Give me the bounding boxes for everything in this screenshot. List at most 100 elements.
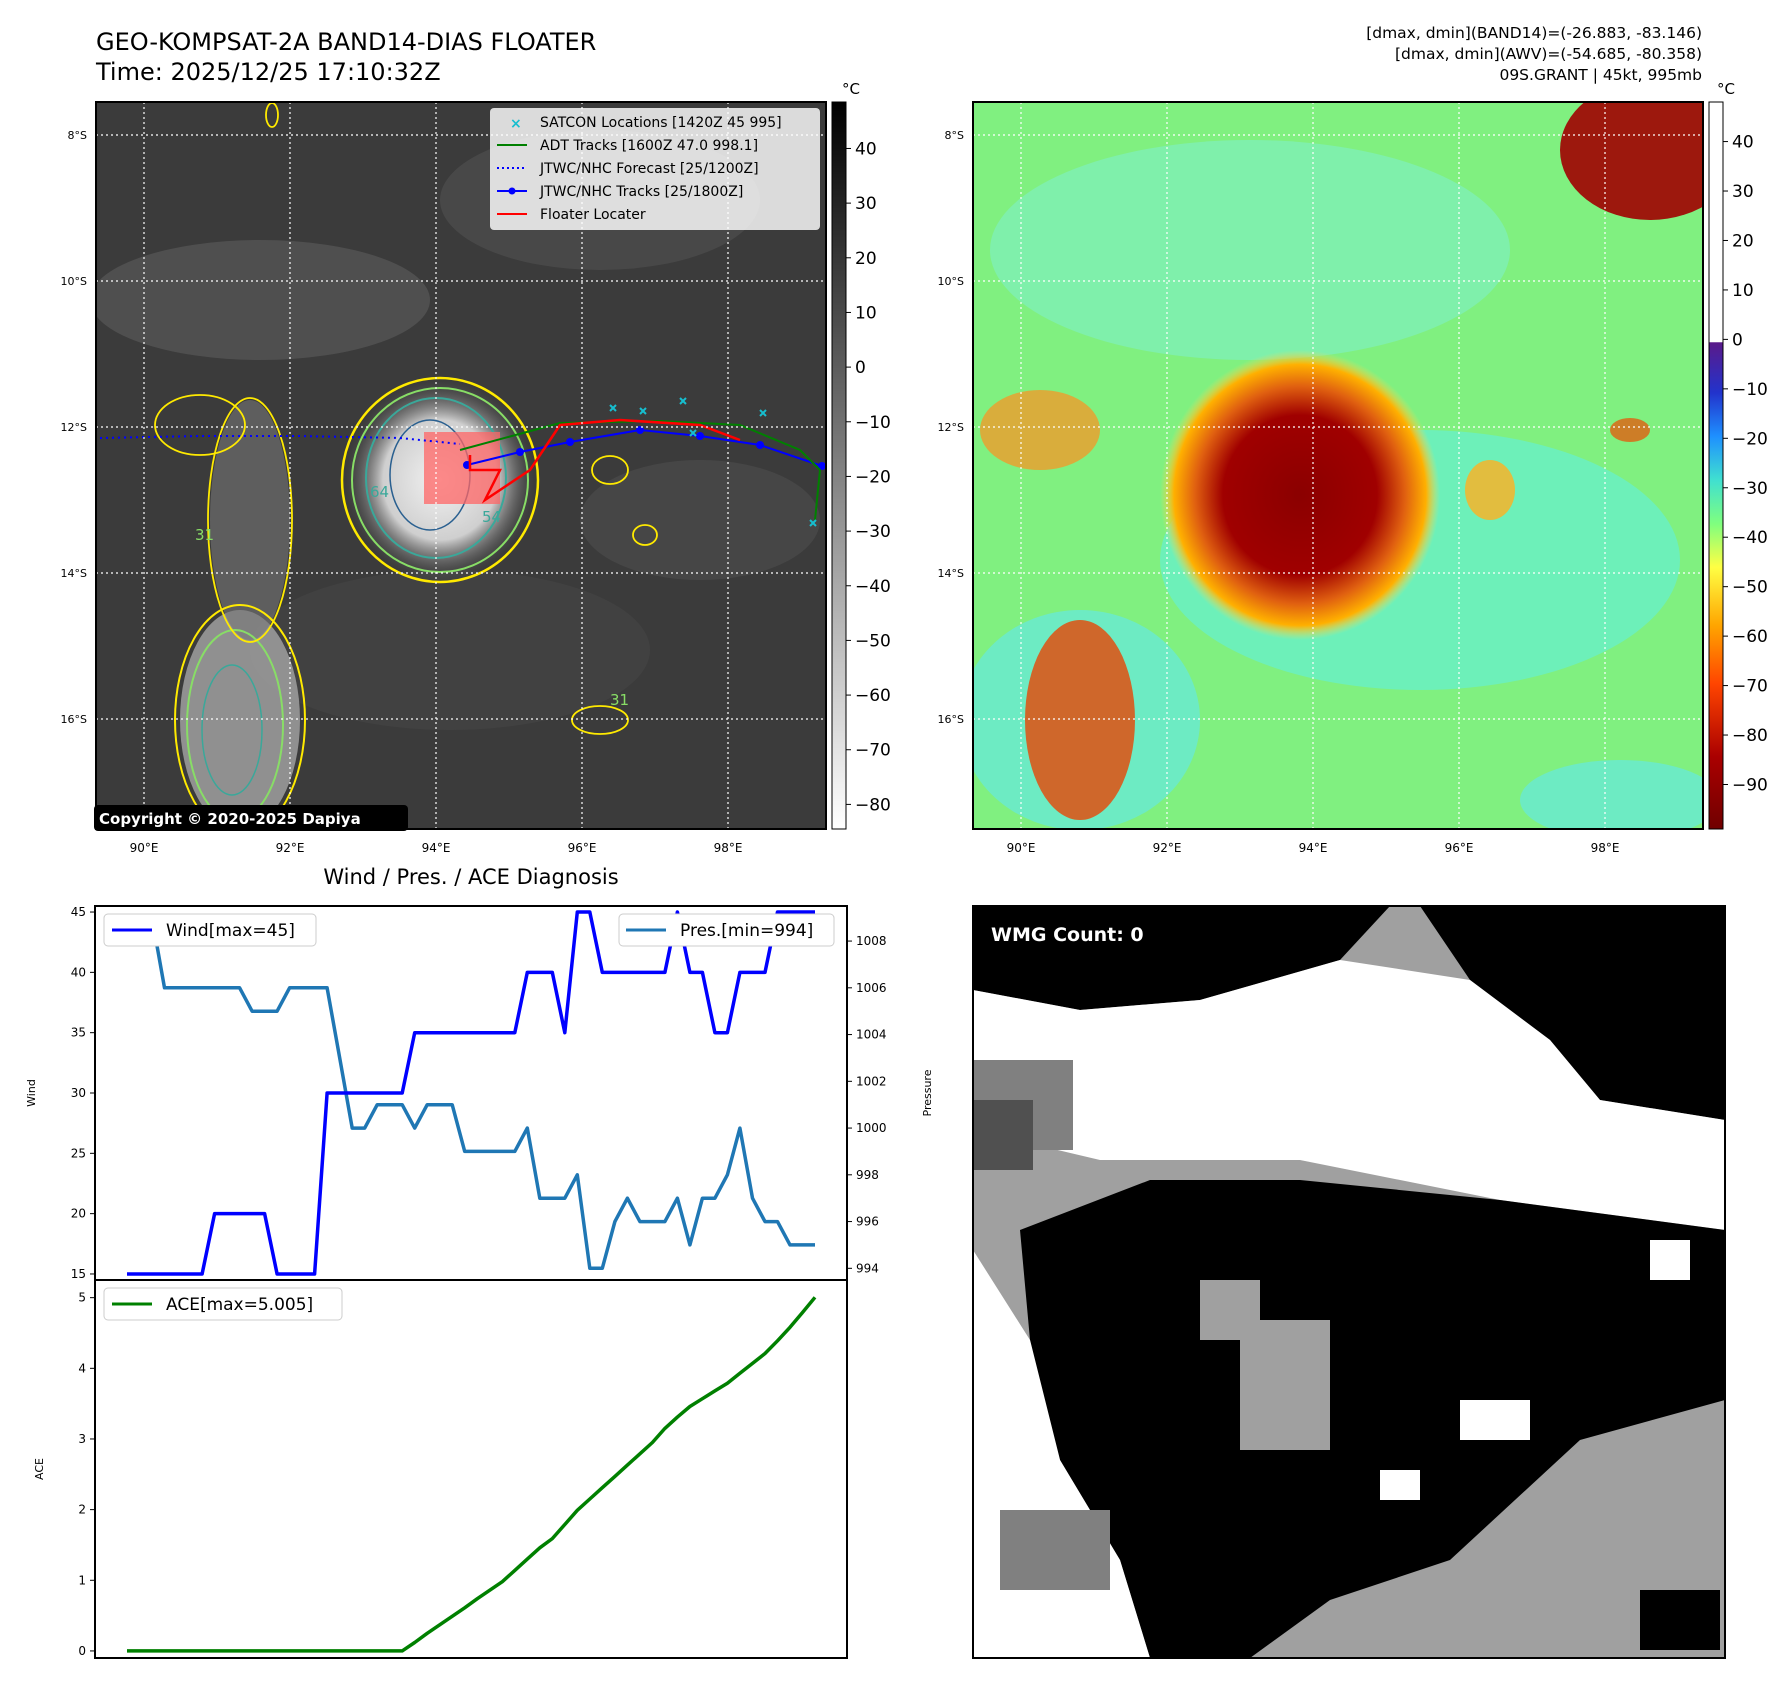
awv-gridlines <box>973 102 1703 829</box>
gray-colorbar-tick-label: 10 <box>855 303 877 323</box>
pressure-axis-tick-label: 1006 <box>856 981 887 995</box>
legend-satcon: SATCON Locations [1420Z 45 995] <box>540 115 782 131</box>
svg-text:16°S: 16°S <box>938 713 964 726</box>
ace-axis-tick-label: 2 <box>78 1503 86 1517</box>
floater-track <box>468 418 741 504</box>
gray-colorbar-tick-label: −20 <box>855 467 891 487</box>
copyright-box <box>94 805 408 831</box>
wind-axis-tick-label: 45 <box>71 905 86 919</box>
pressure-axis-tick-label: 994 <box>856 1261 879 1275</box>
svg-text:92°E: 92°E <box>276 841 305 855</box>
gray-colorbar-tick-label: −60 <box>855 686 891 706</box>
wind-legend: Wind[max=45] <box>103 913 317 947</box>
gray-colorbar-tick-label: −50 <box>855 631 891 651</box>
color-colorbar: °C 40 30 20 10 0 −10 −20 −30 −40 −50 −60 −70 −80 −90 <box>1708 80 1768 830</box>
ir-map-panel: 64 54 31 31 × SATCON Locations [1420Z 45… <box>61 101 827 855</box>
wind-axes-frame <box>94 905 848 1281</box>
svg-text:96°E: 96°E <box>1445 841 1474 855</box>
svg-text:14°S: 14°S <box>61 567 87 580</box>
contour-label-31b: 31 <box>610 691 629 709</box>
awv-lat-labels: 8°S 10°S 12°S 14°S 16°S <box>938 129 964 726</box>
legend-adt: ADT Tracks [1600Z 47.0 998.1] <box>540 138 758 154</box>
color-colorbar-tick-label: −30 <box>1732 479 1768 499</box>
svg-text:96°E: 96°E <box>568 841 597 855</box>
wind-axis-tick-label: 30 <box>71 1086 86 1100</box>
awv-cloud-band <box>1025 620 1135 820</box>
contour-label-31a: 31 <box>195 526 214 544</box>
ace-axis-tick-label: 0 <box>78 1644 86 1658</box>
svg-text:98°E: 98°E <box>1591 841 1620 855</box>
color-colorbar-tick-label: −70 <box>1732 677 1768 697</box>
diagnosis-title: Wind / Pres. / ACE Diagnosis <box>323 865 618 889</box>
awv-map-panel: 8°S 10°S 12°S 14°S 16°S 90°E 92°E 94°E 9… <box>938 101 1704 855</box>
legend-jtwc: JTWC/NHC Tracks [25/1800Z] <box>539 184 743 200</box>
svg-text:14°S: 14°S <box>938 567 964 580</box>
color-colorbar-tick-label: −20 <box>1732 429 1768 449</box>
svg-text:90°E: 90°E <box>130 841 159 855</box>
pressure-axis-label: Pressure <box>921 1069 934 1116</box>
svg-text:98°E: 98°E <box>714 841 743 855</box>
figure-time: Time: 2025/12/25 17:10:32Z <box>95 58 441 86</box>
info-awv: [dmax, dmin](AWV)=(-54.685, -80.358) <box>1395 45 1702 63</box>
pressure-axis-tick-label: 1008 <box>856 934 887 948</box>
legend-floater: Floater Locater <box>540 207 646 223</box>
svg-text:16°S: 16°S <box>61 713 87 726</box>
gray-colorbar-tick-label: 0 <box>855 358 866 378</box>
pressure-axis-tick-label: 1000 <box>856 1121 887 1135</box>
wind-axis-tick-label: 20 <box>71 1207 86 1221</box>
gray-colorbar-tick-label: −70 <box>855 741 891 761</box>
wmg-panel: WMG Count: 0 <box>972 905 1726 1659</box>
wmg-count-label: WMG Count: 0 <box>991 924 1144 946</box>
ir-lat-labels: 8°S 10°S 12°S 14°S 16°S <box>61 129 87 726</box>
pressure-line <box>127 915 815 1271</box>
gray-colorbar-tick-label: 30 <box>855 194 877 214</box>
color-colorbar-tick-label: −90 <box>1732 775 1768 795</box>
svg-text:8°S: 8°S <box>945 129 964 142</box>
copyright-text: Copyright © 2020-2025 Dapiya <box>99 810 361 828</box>
gray-colorbar-tick-label: −30 <box>855 522 891 542</box>
ace-legend: ACE[max=5.005] <box>103 1287 343 1321</box>
color-colorbar-tick-label: 40 <box>1732 133 1754 153</box>
color-colorbar-tick-label: −50 <box>1732 578 1768 598</box>
color-colorbar-tick-label: 10 <box>1732 281 1754 301</box>
wind-axis-tick-label: 35 <box>71 1026 86 1040</box>
pressure-legend: Pres.[min=994] <box>618 913 835 947</box>
legend-satcon-marker: × <box>510 116 522 132</box>
svg-text:94°E: 94°E <box>1299 841 1328 855</box>
wmg-frame <box>972 905 1726 1659</box>
color-colorbar-tick-label: 20 <box>1732 231 1754 251</box>
ace-axis-tick-label: 5 <box>78 1291 86 1305</box>
ir-map-frame <box>95 101 827 830</box>
ir-lon-labels: 90°E 92°E 94°E 96°E 98°E <box>130 841 743 855</box>
gray-colorbar-tick-label: −80 <box>855 795 891 815</box>
awv-lon-labels: 90°E 92°E 94°E 96°E 98°E <box>1007 841 1620 855</box>
ace-axis-label: ACE <box>33 1458 46 1480</box>
pressure-axis-tick-label: 1004 <box>856 1028 887 1042</box>
figure-title: GEO-KOMPSAT-2A BAND14-DIAS FLOATER <box>96 28 596 56</box>
ace-axis-tick-label: 4 <box>78 1361 86 1375</box>
ace-axes-frame <box>94 1279 848 1659</box>
wind-line <box>127 910 815 1276</box>
svg-text:8°S: 8°S <box>68 129 87 142</box>
pressure-axis-tick-label: 998 <box>856 1168 879 1182</box>
wind-axis-tick-label: 25 <box>71 1146 86 1160</box>
ace-axis-tick-label: 3 <box>78 1432 86 1446</box>
awv-storm-core <box>1160 350 1440 640</box>
gray-colorbar: °C 40 30 20 10 0 −10 −20 −30 −40 −50 −60 −70 −80 <box>831 80 891 830</box>
gray-colorbar-tick-label: 40 <box>855 139 877 159</box>
color-colorbar-tick-label: −80 <box>1732 726 1768 746</box>
color-colorbar-tick-label: −40 <box>1732 528 1768 548</box>
ace-line <box>127 1296 817 1653</box>
svg-text:12°S: 12°S <box>938 421 964 434</box>
color-colorbar-unit: °C <box>1717 80 1735 98</box>
wind-axis-tick-label: 15 <box>71 1267 86 1281</box>
svg-text:94°E: 94°E <box>422 841 451 855</box>
gray-colorbar-tick-label: −10 <box>855 413 891 433</box>
ace-legend-label: ACE[max=5.005] <box>166 1295 313 1315</box>
wmg-label-box <box>981 918 1164 950</box>
svg-text:10°S: 10°S <box>938 275 964 288</box>
color-colorbar-tick-label: 30 <box>1732 182 1754 202</box>
legend-forecast: JTWC/NHC Forecast [25/1200Z] <box>539 161 759 177</box>
wind-axis-label: Wind <box>25 1079 38 1107</box>
